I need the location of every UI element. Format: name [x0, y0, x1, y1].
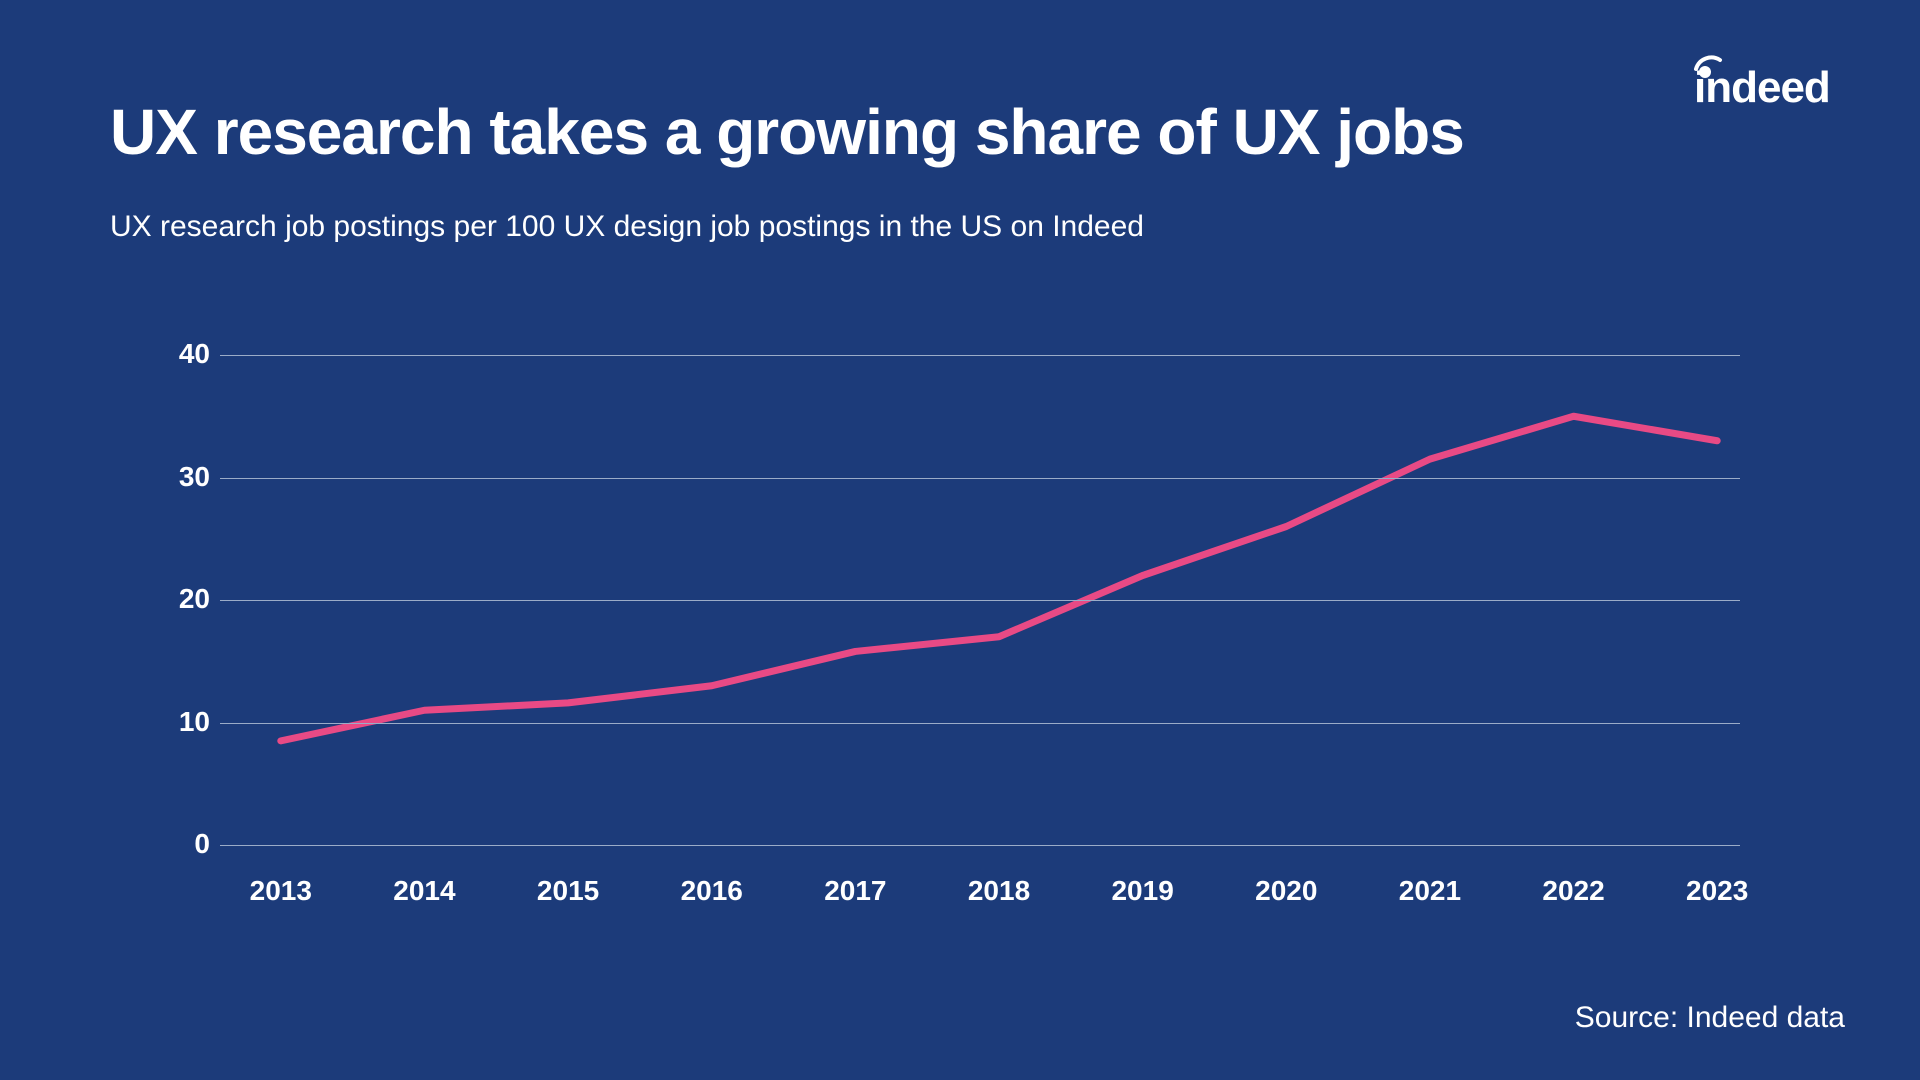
- chart-title: UX research takes a growing share of UX …: [110, 95, 1464, 169]
- y-axis-label: 40: [150, 338, 210, 370]
- x-axis-label: 2017: [824, 875, 886, 907]
- y-axis-label: 0: [150, 828, 210, 860]
- grid-line: [220, 478, 1740, 479]
- x-axis-label: 2019: [1111, 875, 1173, 907]
- x-axis-label: 2023: [1686, 875, 1748, 907]
- y-axis-label: 30: [150, 461, 210, 493]
- x-axis-label: 2021: [1399, 875, 1461, 907]
- x-axis-label: 2014: [393, 875, 455, 907]
- slide: indeed UX research takes a growing share…: [0, 0, 1920, 1080]
- x-axis-label: 2018: [968, 875, 1030, 907]
- y-axis-label: 10: [150, 706, 210, 738]
- x-axis-label: 2016: [681, 875, 743, 907]
- plot-area: [220, 355, 1740, 845]
- grid-line: [220, 845, 1740, 846]
- source-attribution: Source: Indeed data: [1575, 1001, 1845, 1035]
- x-axis-label: 2013: [250, 875, 312, 907]
- chart: 0102030402013201420152016201720182019202…: [150, 355, 1740, 875]
- grid-line: [220, 355, 1740, 356]
- x-axis-label: 2020: [1255, 875, 1317, 907]
- grid-line: [220, 600, 1740, 601]
- grid-line: [220, 723, 1740, 724]
- chart-subtitle: UX research job postings per 100 UX desi…: [110, 210, 1144, 244]
- x-axis-label: 2015: [537, 875, 599, 907]
- y-axis-label: 20: [150, 583, 210, 615]
- indeed-logo: indeed: [1690, 55, 1850, 110]
- x-axis-label: 2022: [1542, 875, 1604, 907]
- indeed-wordmark: indeed: [1694, 63, 1830, 113]
